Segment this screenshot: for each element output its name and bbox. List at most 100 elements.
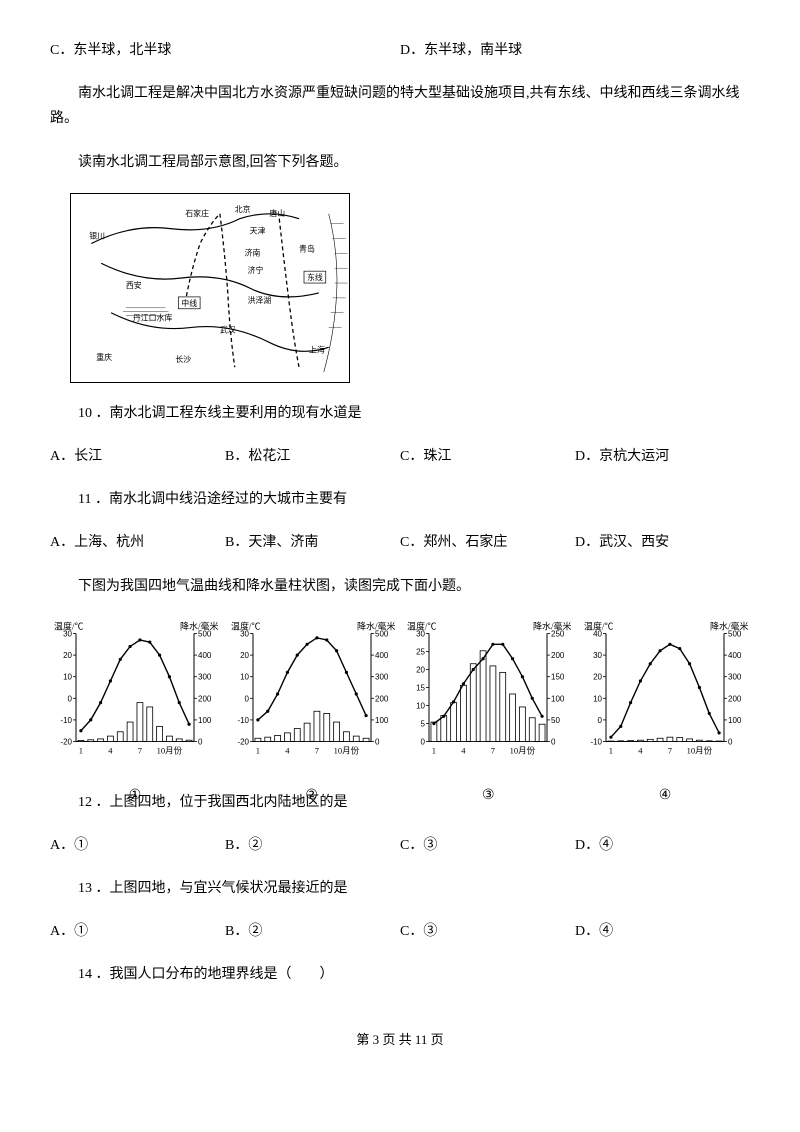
q13-a: A．① bbox=[50, 919, 225, 944]
svg-text:上海: 上海 bbox=[309, 344, 325, 354]
svg-text:-10: -10 bbox=[590, 737, 602, 746]
svg-text:30: 30 bbox=[63, 629, 72, 638]
svg-text:10月份: 10月份 bbox=[333, 745, 359, 755]
svg-text:重庆: 重庆 bbox=[96, 352, 112, 362]
svg-text:10月份: 10月份 bbox=[510, 745, 536, 755]
svg-text:西安: 西安 bbox=[126, 280, 142, 290]
svg-text:40: 40 bbox=[593, 629, 602, 638]
svg-text:青岛: 青岛 bbox=[299, 243, 315, 253]
top-options: C．东半球，北半球 D．东半球，南半球 bbox=[50, 38, 750, 63]
page-footer: 第 3 页 共 11 页 bbox=[50, 1028, 750, 1051]
svg-text:100: 100 bbox=[728, 716, 742, 725]
svg-text:200: 200 bbox=[551, 651, 565, 660]
svg-text:500: 500 bbox=[375, 629, 389, 638]
svg-text:-10: -10 bbox=[237, 716, 249, 725]
svg-text:30: 30 bbox=[240, 629, 249, 638]
svg-text:长沙: 长沙 bbox=[175, 354, 191, 364]
svg-text:100: 100 bbox=[198, 716, 212, 725]
svg-text:300: 300 bbox=[728, 672, 742, 681]
svg-text:中线: 中线 bbox=[181, 298, 197, 308]
svg-text:石家庄: 石家庄 bbox=[185, 208, 209, 218]
svg-text:0: 0 bbox=[375, 737, 380, 746]
option-d: D．东半球，南半球 bbox=[400, 38, 750, 63]
svg-text:400: 400 bbox=[198, 651, 212, 660]
q13-d: D．④ bbox=[575, 919, 750, 944]
svg-text:200: 200 bbox=[728, 694, 742, 703]
svg-text:-20: -20 bbox=[237, 737, 249, 746]
q13-c: C．③ bbox=[400, 919, 575, 944]
q13-b: B．② bbox=[225, 919, 400, 944]
chart-4: 温度/℃降水/毫米-100102030400100200300400500147… bbox=[580, 617, 750, 772]
svg-text:7: 7 bbox=[314, 745, 318, 755]
svg-text:济南: 济南 bbox=[245, 247, 261, 257]
svg-text:1: 1 bbox=[255, 745, 259, 755]
svg-text:-20: -20 bbox=[60, 737, 72, 746]
q12-d: D．④ bbox=[575, 833, 750, 858]
svg-text:北京: 北京 bbox=[235, 204, 251, 214]
svg-text:30: 30 bbox=[593, 651, 602, 660]
svg-text:1: 1 bbox=[432, 745, 436, 755]
q13-options: A．① B．② C．③ D．④ bbox=[50, 919, 750, 944]
svg-text:天津: 天津 bbox=[250, 225, 266, 235]
svg-text:4: 4 bbox=[462, 745, 467, 755]
svg-text:0: 0 bbox=[244, 694, 249, 703]
svg-text:7: 7 bbox=[668, 745, 672, 755]
svg-text:500: 500 bbox=[728, 629, 742, 638]
q11-d: D．武汉、西安 bbox=[575, 530, 750, 555]
svg-text:20: 20 bbox=[416, 665, 425, 674]
q10-c: C．珠江 bbox=[400, 444, 575, 469]
svg-text:100: 100 bbox=[375, 716, 389, 725]
option-c: C．东半球，北半球 bbox=[50, 38, 400, 63]
svg-text:1: 1 bbox=[79, 745, 83, 755]
svg-text:1: 1 bbox=[609, 745, 613, 755]
intro-paragraph-1: 南水北调工程是解决中国北方水资源严重短缺问题的特大型基础设施项目,共有东线、中线… bbox=[50, 81, 750, 131]
chart-1: 温度/℃降水/毫米-20-100102030010020030040050014… bbox=[50, 617, 220, 772]
svg-text:300: 300 bbox=[198, 672, 212, 681]
svg-text:5: 5 bbox=[421, 719, 426, 728]
svg-text:400: 400 bbox=[375, 651, 389, 660]
q12-options: A．① B．② C．③ D．④ bbox=[50, 833, 750, 858]
svg-text:300: 300 bbox=[375, 672, 389, 681]
q12-b: B．② bbox=[225, 833, 400, 858]
svg-text:丹江口水库: 丹江口水库 bbox=[133, 312, 173, 322]
q10-b: B．松花江 bbox=[225, 444, 400, 469]
svg-text:0: 0 bbox=[551, 737, 556, 746]
svg-text:东线: 东线 bbox=[307, 272, 323, 282]
svg-text:0: 0 bbox=[728, 737, 733, 746]
svg-text:4: 4 bbox=[285, 745, 290, 755]
svg-text:-10: -10 bbox=[60, 716, 72, 725]
svg-text:7: 7 bbox=[491, 745, 495, 755]
map-figure: 石家庄 北京 唐山 天津 银川 西安 济南 济宁 青岛 中线 丹江口水库 洪泽湖… bbox=[70, 193, 350, 383]
q11-b: B．天津、济南 bbox=[225, 530, 400, 555]
svg-text:武汉: 武汉 bbox=[220, 324, 236, 334]
svg-text:150: 150 bbox=[551, 672, 565, 681]
chart-2: 温度/℃降水/毫米-20-100102030010020030040050014… bbox=[227, 617, 397, 772]
svg-text:4: 4 bbox=[108, 745, 113, 755]
svg-text:10: 10 bbox=[63, 672, 72, 681]
svg-text:10: 10 bbox=[416, 701, 425, 710]
svg-text:4: 4 bbox=[638, 745, 643, 755]
svg-text:10: 10 bbox=[593, 694, 602, 703]
question-14: 14 ．我国人口分布的地理界线是（ ） bbox=[50, 962, 750, 987]
q11-a: A．上海、杭州 bbox=[50, 530, 225, 555]
climate-charts: 温度/℃降水/毫米-20-100102030010020030040050014… bbox=[50, 617, 750, 772]
svg-text:100: 100 bbox=[551, 694, 565, 703]
svg-text:10月份: 10月份 bbox=[157, 745, 183, 755]
q11-c: C．郑州、石家庄 bbox=[400, 530, 575, 555]
svg-text:30: 30 bbox=[416, 629, 425, 638]
svg-text:20: 20 bbox=[63, 651, 72, 660]
question-11: 11 ．南水北调中线沿途经过的大城市主要有 bbox=[50, 487, 750, 512]
svg-text:济宁: 济宁 bbox=[248, 265, 264, 275]
q10-options: A．长江 B．松花江 C．珠江 D．京杭大运河 bbox=[50, 444, 750, 469]
svg-text:0: 0 bbox=[68, 694, 73, 703]
svg-text:200: 200 bbox=[375, 694, 389, 703]
q10-d: D．京杭大运河 bbox=[575, 444, 750, 469]
svg-text:7: 7 bbox=[138, 745, 142, 755]
svg-text:洪泽湖: 洪泽湖 bbox=[248, 295, 272, 305]
svg-text:200: 200 bbox=[198, 694, 212, 703]
chart-3: 温度/℃降水/毫米0510152025300501001502002501471… bbox=[403, 617, 573, 772]
svg-text:20: 20 bbox=[593, 672, 602, 681]
svg-text:250: 250 bbox=[551, 629, 565, 638]
svg-text:400: 400 bbox=[728, 651, 742, 660]
question-10: 10 ．南水北调工程东线主要利用的现有水道是 bbox=[50, 401, 750, 426]
